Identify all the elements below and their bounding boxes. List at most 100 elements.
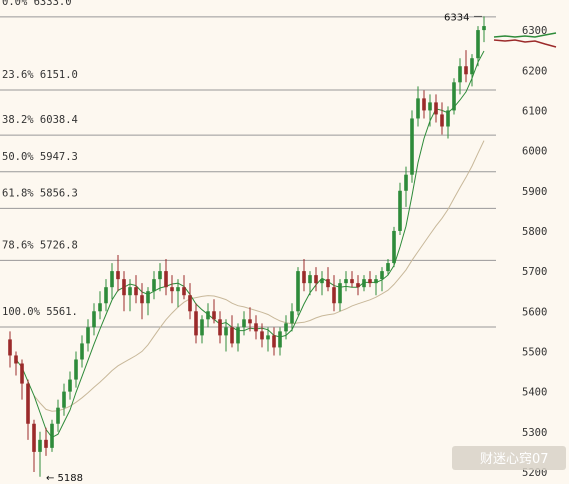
candle-body-69 <box>422 98 426 111</box>
candle-body-19 <box>122 279 126 296</box>
candle-body-61 <box>374 279 378 284</box>
candle-body-72 <box>440 114 444 127</box>
ytick-10: 5300 <box>522 427 547 439</box>
candle-body-20 <box>128 287 132 296</box>
fib-label-6: 100.0% 5561. <box>2 306 78 318</box>
candle-body-16 <box>104 287 108 304</box>
candle-body-58 <box>356 283 360 288</box>
candle-body-55 <box>338 283 342 304</box>
candle-body-4 <box>32 423 36 452</box>
candle-body-43 <box>266 335 270 340</box>
candle-body-51 <box>314 275 318 284</box>
svg-text:财迷心窍07: 财迷心窍07 <box>480 451 549 467</box>
candle-body-50 <box>308 275 312 284</box>
fib-grid: 0.0% 6333.0 23.6% 6151.0 38.2% 6038.4 50.0%… <box>0 0 496 328</box>
candle-body-30 <box>188 295 192 312</box>
fib-label-2: 38.2% 6038.4 <box>2 114 78 126</box>
candle-body-3 <box>26 383 30 424</box>
candle-body-36 <box>224 327 228 336</box>
fib-label-1: 23.6% 6151.0 <box>2 69 78 81</box>
legend-mini <box>493 32 557 48</box>
ytick-7: 5600 <box>522 306 547 318</box>
fib-label-3: 50.0% 5947.3 <box>2 151 78 163</box>
candle-body-39 <box>242 319 246 328</box>
candle-body-28 <box>176 287 180 292</box>
candle-body-52 <box>320 279 324 284</box>
ytick-2: 6100 <box>522 105 547 117</box>
candle-body-7 <box>50 423 54 448</box>
candle-body-32 <box>200 319 204 336</box>
candle-body-23 <box>146 291 150 304</box>
candle-body-63 <box>386 263 390 272</box>
candle-body-10 <box>68 379 72 392</box>
candle-body-15 <box>98 303 102 312</box>
candle-body-40 <box>248 319 252 324</box>
candle-body-68 <box>416 98 420 119</box>
candle-body-77 <box>470 58 474 75</box>
candle-body-21 <box>134 287 138 296</box>
candle-body-42 <box>260 331 264 340</box>
ytick-1: 6200 <box>522 65 547 77</box>
candle-body-54 <box>332 287 336 304</box>
candle-body-73 <box>446 110 450 127</box>
candle-body-38 <box>236 327 240 344</box>
low-annotation: ← 5188 <box>46 473 83 484</box>
ytick-6: 5700 <box>522 266 547 278</box>
candle-body-26 <box>164 271 168 288</box>
candle-body-27 <box>170 287 174 292</box>
candle-body-0 <box>8 339 12 356</box>
fib-label-5: 78.6% 5726.8 <box>2 239 78 251</box>
candle-body-35 <box>218 319 222 336</box>
ma-slow-line <box>33 140 485 412</box>
candle-body-6 <box>44 439 48 448</box>
candle-body-75 <box>458 66 462 83</box>
candle-body-79 <box>482 26 486 31</box>
candle-body-8 <box>56 407 60 424</box>
candle-body-76 <box>464 66 468 75</box>
candle-body-11 <box>74 359 78 380</box>
ytick-0: 6300 <box>522 25 547 37</box>
annotations: 6334 ← 5188 <box>46 12 482 484</box>
candle-body-67 <box>410 118 414 175</box>
candle-body-53 <box>326 279 330 288</box>
ytick-9: 5400 <box>522 387 547 399</box>
candle-body-60 <box>368 279 372 284</box>
candle-body-17 <box>110 271 114 288</box>
candle-body-49 <box>302 271 306 284</box>
candles-group <box>8 16 486 477</box>
candle-body-48 <box>296 271 300 312</box>
candle-body-13 <box>86 327 90 344</box>
y-axis: 6300 6200 6100 6000 5900 5800 5700 5600 5500 5400… <box>522 25 547 479</box>
fib-label-0: 0.0% 6333.0 <box>2 0 72 8</box>
candle-body-9 <box>62 391 66 408</box>
candle-body-33 <box>206 311 210 320</box>
candle-body-46 <box>284 323 288 332</box>
candle-body-29 <box>182 287 186 296</box>
candle-body-65 <box>398 190 402 231</box>
ma-slow-group <box>33 140 485 412</box>
ytick-8: 5500 <box>522 346 547 358</box>
candle-body-31 <box>194 311 198 336</box>
high-annotation: 6334 <box>444 12 469 23</box>
candle-body-59 <box>362 279 366 288</box>
candle-body-70 <box>428 102 432 111</box>
candle-body-34 <box>212 311 216 320</box>
candle-body-2 <box>20 363 24 384</box>
ytick-5: 5800 <box>522 226 547 238</box>
candle-body-25 <box>158 271 162 280</box>
legend-up-line <box>493 32 557 38</box>
candle-body-62 <box>380 271 384 280</box>
candle-body-56 <box>344 279 348 284</box>
candle-body-5 <box>38 439 42 452</box>
candle-body-14 <box>92 311 96 328</box>
candle-body-64 <box>392 230 396 264</box>
candle-body-37 <box>230 327 234 344</box>
candle-body-12 <box>80 343 84 360</box>
candle-body-1 <box>14 355 18 364</box>
candle-body-18 <box>116 271 120 280</box>
watermark: 财迷心窍07 <box>452 446 566 470</box>
candle-body-57 <box>350 279 354 284</box>
candle-body-74 <box>452 82 456 111</box>
